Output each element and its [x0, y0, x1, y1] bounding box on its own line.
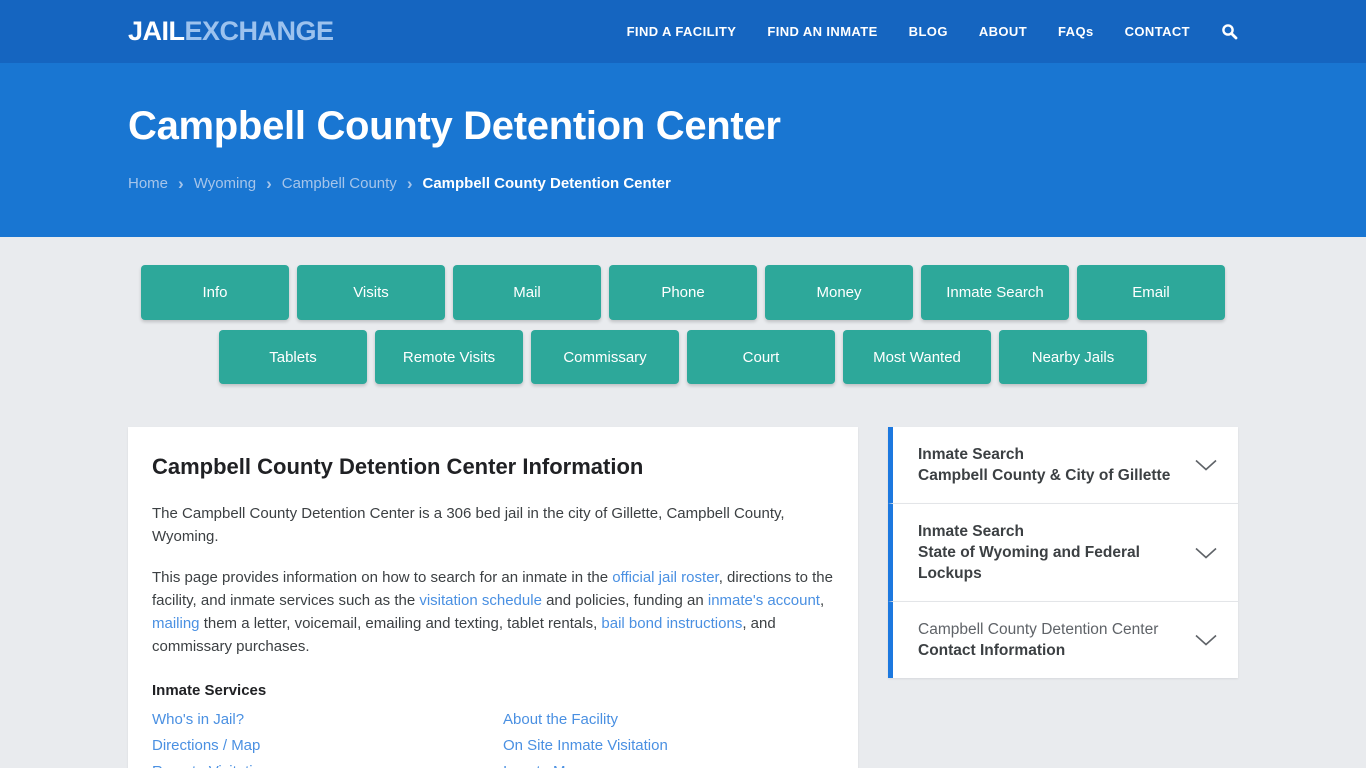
- paragraph-text: and policies, funding an: [541, 592, 708, 609]
- official-jail-roster-link[interactable]: official jail roster: [612, 569, 719, 586]
- facility-summary-paragraph: The Campbell County Detention Center is …: [152, 505, 785, 545]
- accordion-title: Campbell County Detention Center: [918, 621, 1159, 638]
- mail-button[interactable]: Mail: [453, 265, 601, 320]
- page-title: Campbell County Detention Center: [128, 104, 781, 148]
- accordion-subtitle: Campbell County & City of Gillette: [918, 467, 1171, 484]
- chevron-right-icon: ›: [406, 174, 413, 193]
- money-button[interactable]: Money: [765, 265, 913, 320]
- top-navigation-bar: JAILEXCHANGE FIND A FACILITY FIND AN INM…: [0, 0, 1366, 63]
- mailing-link[interactable]: mailing: [152, 615, 200, 632]
- accordion-title: Inmate Search: [918, 523, 1024, 540]
- breadcrumb-state[interactable]: Wyoming: [193, 175, 257, 192]
- nearby-jails-button[interactable]: Nearby Jails: [999, 330, 1147, 384]
- info-button[interactable]: Info: [141, 265, 289, 320]
- paragraph-text: , and commissary purchases.: [152, 615, 776, 655]
- commissary-button[interactable]: Commissary: [531, 330, 679, 384]
- phone-button[interactable]: Phone: [609, 265, 757, 320]
- inmate-search-button[interactable]: Inmate Search: [921, 265, 1069, 320]
- main-content-area: Campbell County Detention Center Informa…: [0, 427, 1366, 768]
- breadcrumb-home[interactable]: Home: [128, 175, 169, 192]
- most-wanted-button[interactable]: Most Wanted: [843, 330, 991, 384]
- chevron-down-icon: [1194, 634, 1218, 647]
- accordion-subtitle: Contact Information: [918, 642, 1066, 659]
- whos-in-jail-link[interactable]: Who's in Jail?: [152, 711, 245, 728]
- accordion-subtitle: State of Wyoming and Federal Lockups: [918, 544, 1140, 582]
- chevron-down-icon: [1194, 546, 1218, 559]
- paragraph-text: them a letter, voicemail, emailing and t…: [199, 615, 602, 632]
- accordion-inmate-search-county[interactable]: Inmate Search Campbell County & City of …: [888, 427, 1238, 503]
- directions-map-link[interactable]: Directions / Map: [152, 737, 261, 754]
- page-header: Campbell County Detention Center Home › Wy…: [0, 63, 1366, 237]
- accordion-title: Inmate Search: [918, 446, 1024, 463]
- sidebar: Inmate Search Campbell County & City of …: [888, 427, 1238, 678]
- nav-find-a-facility[interactable]: FIND A FACILITY: [626, 24, 737, 39]
- article-heading: Campbell County Detention Center Informa…: [152, 454, 644, 479]
- inmate-money-link[interactable]: Inmate Money: [503, 759, 834, 768]
- inmates-account-link[interactable]: inmate's account: [707, 592, 820, 609]
- email-button[interactable]: Email: [1077, 265, 1225, 320]
- site-logo[interactable]: JAILEXCHANGE: [128, 16, 334, 47]
- paragraph-text: This page provides information on how to…: [152, 569, 613, 586]
- remote-visits-button[interactable]: Remote Visits: [375, 330, 523, 384]
- inmate-services-heading: Inmate Services: [152, 682, 267, 699]
- chevron-right-icon: ›: [266, 174, 272, 193]
- accordion-contact-information[interactable]: Campbell County Detention Center Contact…: [888, 601, 1238, 678]
- main-nav: FIND A FACILITY FIND AN INMATE BLOG ABOU…: [627, 23, 1238, 40]
- on-site-inmate-visitation-link[interactable]: On Site Inmate Visitation: [503, 737, 668, 754]
- breadcrumb: Home › Wyoming › Campbell County › Campbell Co…: [128, 175, 1238, 192]
- bail-bond-instructions-link[interactable]: bail bond instructions: [601, 615, 743, 632]
- accordion-inmate-search-state[interactable]: Inmate Search State of Wyoming and Feder…: [888, 503, 1238, 601]
- breadcrumb-current-page: Campbell County Detention Center: [422, 175, 671, 192]
- visits-button[interactable]: Visits: [297, 265, 445, 320]
- quick-nav-row-1: Info Visits Mail Phone Money Inmate Sear…: [0, 265, 1366, 320]
- about-the-facility-link[interactable]: About the Facility: [503, 711, 619, 728]
- court-button[interactable]: Court: [687, 330, 835, 384]
- logo-text-primary: JAIL: [128, 16, 185, 46]
- services-column-1: Who's in Jail? Directions / Map Remote V…: [152, 707, 483, 768]
- facility-information-card: Campbell County Detention Center Informa…: [128, 427, 858, 768]
- logo-text-secondary: EXCHANGE: [184, 16, 335, 46]
- facility-services-paragraph: This page provides information on how to…: [152, 566, 834, 658]
- nav-faqs[interactable]: FAQs: [1058, 24, 1094, 39]
- paragraph-text: ,: [819, 592, 825, 609]
- remote-visitation-link[interactable]: Remote Visitation: [152, 759, 483, 768]
- nav-find-an-inmate[interactable]: FIND AN INMATE: [767, 24, 878, 39]
- breadcrumb-county[interactable]: Campbell County: [281, 175, 397, 192]
- nav-blog[interactable]: BLOG: [908, 24, 948, 39]
- chevron-right-icon: ›: [178, 174, 184, 193]
- tablets-button[interactable]: Tablets: [219, 330, 367, 384]
- services-column-2: About the Facility On Site Inmate Visita…: [503, 707, 834, 768]
- nav-about[interactable]: ABOUT: [978, 24, 1028, 39]
- paragraph-text: , directions to the facility, and inmate…: [152, 569, 833, 609]
- quick-nav-row-2: Tablets Remote Visits Commissary Court M…: [0, 330, 1366, 384]
- chevron-down-icon: [1194, 459, 1218, 472]
- search-icon[interactable]: [1221, 23, 1238, 40]
- visitation-schedule-link[interactable]: visitation schedule: [419, 592, 542, 609]
- nav-contact[interactable]: CONTACT: [1124, 24, 1190, 39]
- inmate-services-links: Who's in Jail? Directions / Map Remote V…: [152, 707, 834, 768]
- facility-quick-nav: Info Visits Mail Phone Money Inmate Sear…: [0, 265, 1366, 384]
